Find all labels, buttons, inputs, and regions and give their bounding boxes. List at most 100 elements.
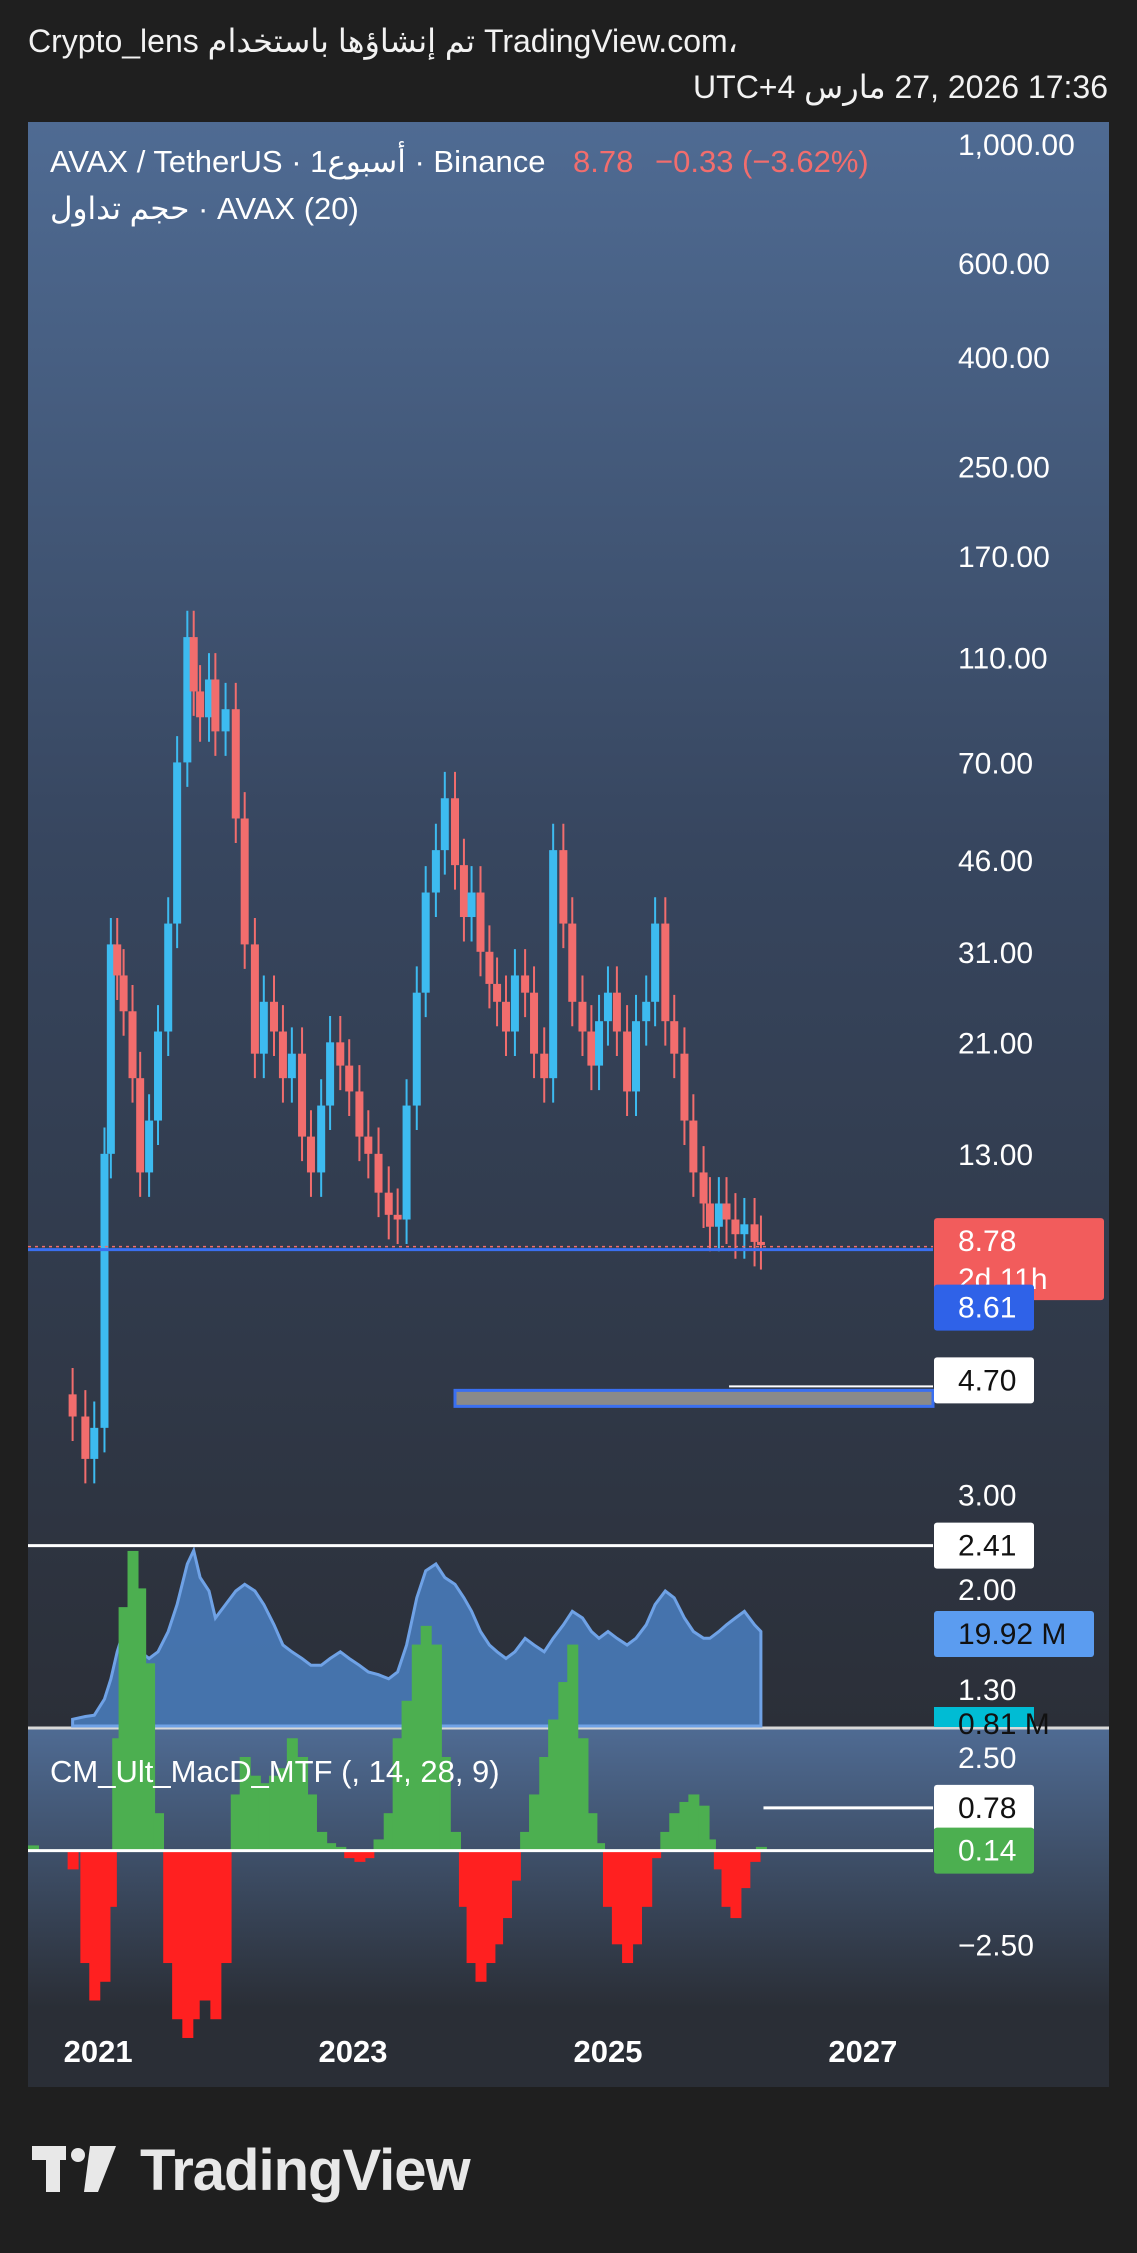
- macd-bar: [660, 1831, 672, 1851]
- macd-bar: [466, 1850, 478, 1964]
- candle-body: [740, 1224, 749, 1235]
- candle-body: [431, 850, 440, 893]
- price-tick-label: 600.00: [958, 248, 1050, 281]
- legend-symbol: AVAX / TetherUS · 1أسبوع · Binance: [50, 141, 545, 180]
- levels-layer: [28, 1245, 935, 1810]
- macd-bar: [577, 1738, 589, 1851]
- macd-value-label: 0.14: [958, 1835, 1016, 1868]
- candle-body: [661, 923, 670, 1022]
- support-level-label-bg: [934, 1522, 1034, 1569]
- candle-body: [521, 975, 530, 993]
- candle-body: [705, 1203, 714, 1227]
- macd-bar: [135, 1588, 147, 1851]
- candle-body: [714, 1203, 723, 1227]
- candle-body: [501, 1001, 510, 1032]
- macd-bar: [679, 1801, 691, 1851]
- candle-body: [493, 983, 502, 1002]
- candle-body: [221, 709, 230, 732]
- candle-body: [81, 1416, 90, 1459]
- macd-bar: [755, 1846, 767, 1851]
- candle-body: [510, 975, 519, 1032]
- macd-bar: [188, 1850, 200, 2020]
- low-level-label-bg: [934, 1784, 1034, 1831]
- candle-body: [355, 1091, 364, 1137]
- macd-bar: [335, 1846, 347, 1851]
- price-tick-label: 13.00: [958, 1139, 1033, 1172]
- cut-label-bg: [934, 1707, 1034, 1727]
- macd-bar: [475, 1850, 487, 1982]
- candle-body: [402, 1105, 411, 1220]
- last-price-label: 8.78: [958, 1225, 1016, 1258]
- macd-bar: [383, 1813, 395, 1851]
- macd-bar: [269, 1775, 281, 1851]
- macd-bar: [182, 1850, 194, 2038]
- macd-bar: [172, 1850, 184, 2020]
- macd-bar: [704, 1839, 716, 1851]
- macd-bar: [305, 1794, 317, 1851]
- candle-body: [259, 1001, 268, 1054]
- macd-bar: [363, 1850, 375, 1859]
- candle-body: [587, 1031, 596, 1066]
- macd-bar: [641, 1850, 653, 1907]
- last-price-label-bg: [934, 1218, 1104, 1301]
- macd-bar: [567, 1644, 579, 1851]
- macd-bar: [631, 1850, 643, 1945]
- candle-body: [699, 1172, 708, 1204]
- macd-bar: [210, 1850, 222, 2020]
- zone-level-label-bg: [934, 1357, 1034, 1404]
- cut-label: 0.81 M: [958, 1708, 1050, 1741]
- candle-body: [568, 923, 577, 1002]
- macd-bar: [698, 1805, 710, 1851]
- candle-body: [612, 992, 621, 1032]
- macd-bar: [484, 1850, 496, 1964]
- macd-tick-label: −2.50: [958, 1929, 1034, 1962]
- candle-body: [451, 798, 460, 866]
- macd-bar: [739, 1850, 751, 1889]
- candle-body: [578, 1001, 587, 1032]
- macd-bar: [458, 1850, 470, 1907]
- candle-body: [164, 923, 173, 1032]
- tradingview-logo[interactable]: TradingView: [32, 2130, 471, 2210]
- candle-body: [623, 1031, 632, 1092]
- candle-body: [90, 1427, 99, 1459]
- price-tick-label: 21.00: [958, 1027, 1033, 1060]
- macd-bar: [558, 1682, 570, 1851]
- macd-bar: [392, 1738, 404, 1851]
- macd-bar: [586, 1813, 598, 1851]
- price-tick-label: 31.00: [958, 937, 1033, 970]
- candle-body: [642, 1001, 651, 1022]
- macd-bar: [118, 1607, 130, 1851]
- candle-body: [240, 818, 249, 945]
- macd-bar: [594, 1843, 606, 1851]
- volume-area: [71, 1545, 763, 1728]
- candle-body: [485, 951, 494, 984]
- macd-bar: [204, 1850, 215, 2001]
- chart-frame[interactable]: 1,000.00 600.00 400.00 250.00 170.00 110.00 70…: [28, 122, 1109, 2087]
- candle-body: [119, 975, 128, 1012]
- candle-body: [750, 1224, 759, 1242]
- chart-header: Crypto_lens تم إنشاؤها باستخدام TradingV…: [28, 18, 1108, 110]
- macd-bar: [529, 1794, 541, 1851]
- time-axis-bg: [28, 2008, 1109, 2087]
- price-tick-label: 110.00: [958, 642, 1048, 675]
- macd-bar: [105, 1850, 117, 1907]
- chart-svg[interactable]: 1,000.00 600.00 400.00 250.00 170.00 110.00 70…: [28, 122, 1109, 2087]
- macd-value-label-bg: [934, 1827, 1034, 1874]
- time-tick-label: 2027: [828, 2034, 897, 2069]
- price-tick-label: 46.00: [958, 845, 1033, 878]
- candle-body: [731, 1219, 740, 1235]
- candle-body: [476, 892, 485, 952]
- candle-body: [196, 691, 205, 718]
- price-tick-label: 250.00: [958, 451, 1050, 484]
- candle-body: [345, 1065, 354, 1092]
- macd-bar: [602, 1850, 614, 1907]
- candle-body: [68, 1394, 77, 1417]
- candle-body: [287, 1053, 296, 1079]
- macd-bar: [650, 1850, 662, 1859]
- macd-bar: [492, 1850, 504, 1945]
- candles-layer: [68, 610, 765, 1484]
- candle-body: [100, 1153, 109, 1428]
- legend-macd: CM_Ult_MacD_MTF (, 14, 28, 9): [50, 1754, 500, 1789]
- candle-body: [412, 992, 421, 1106]
